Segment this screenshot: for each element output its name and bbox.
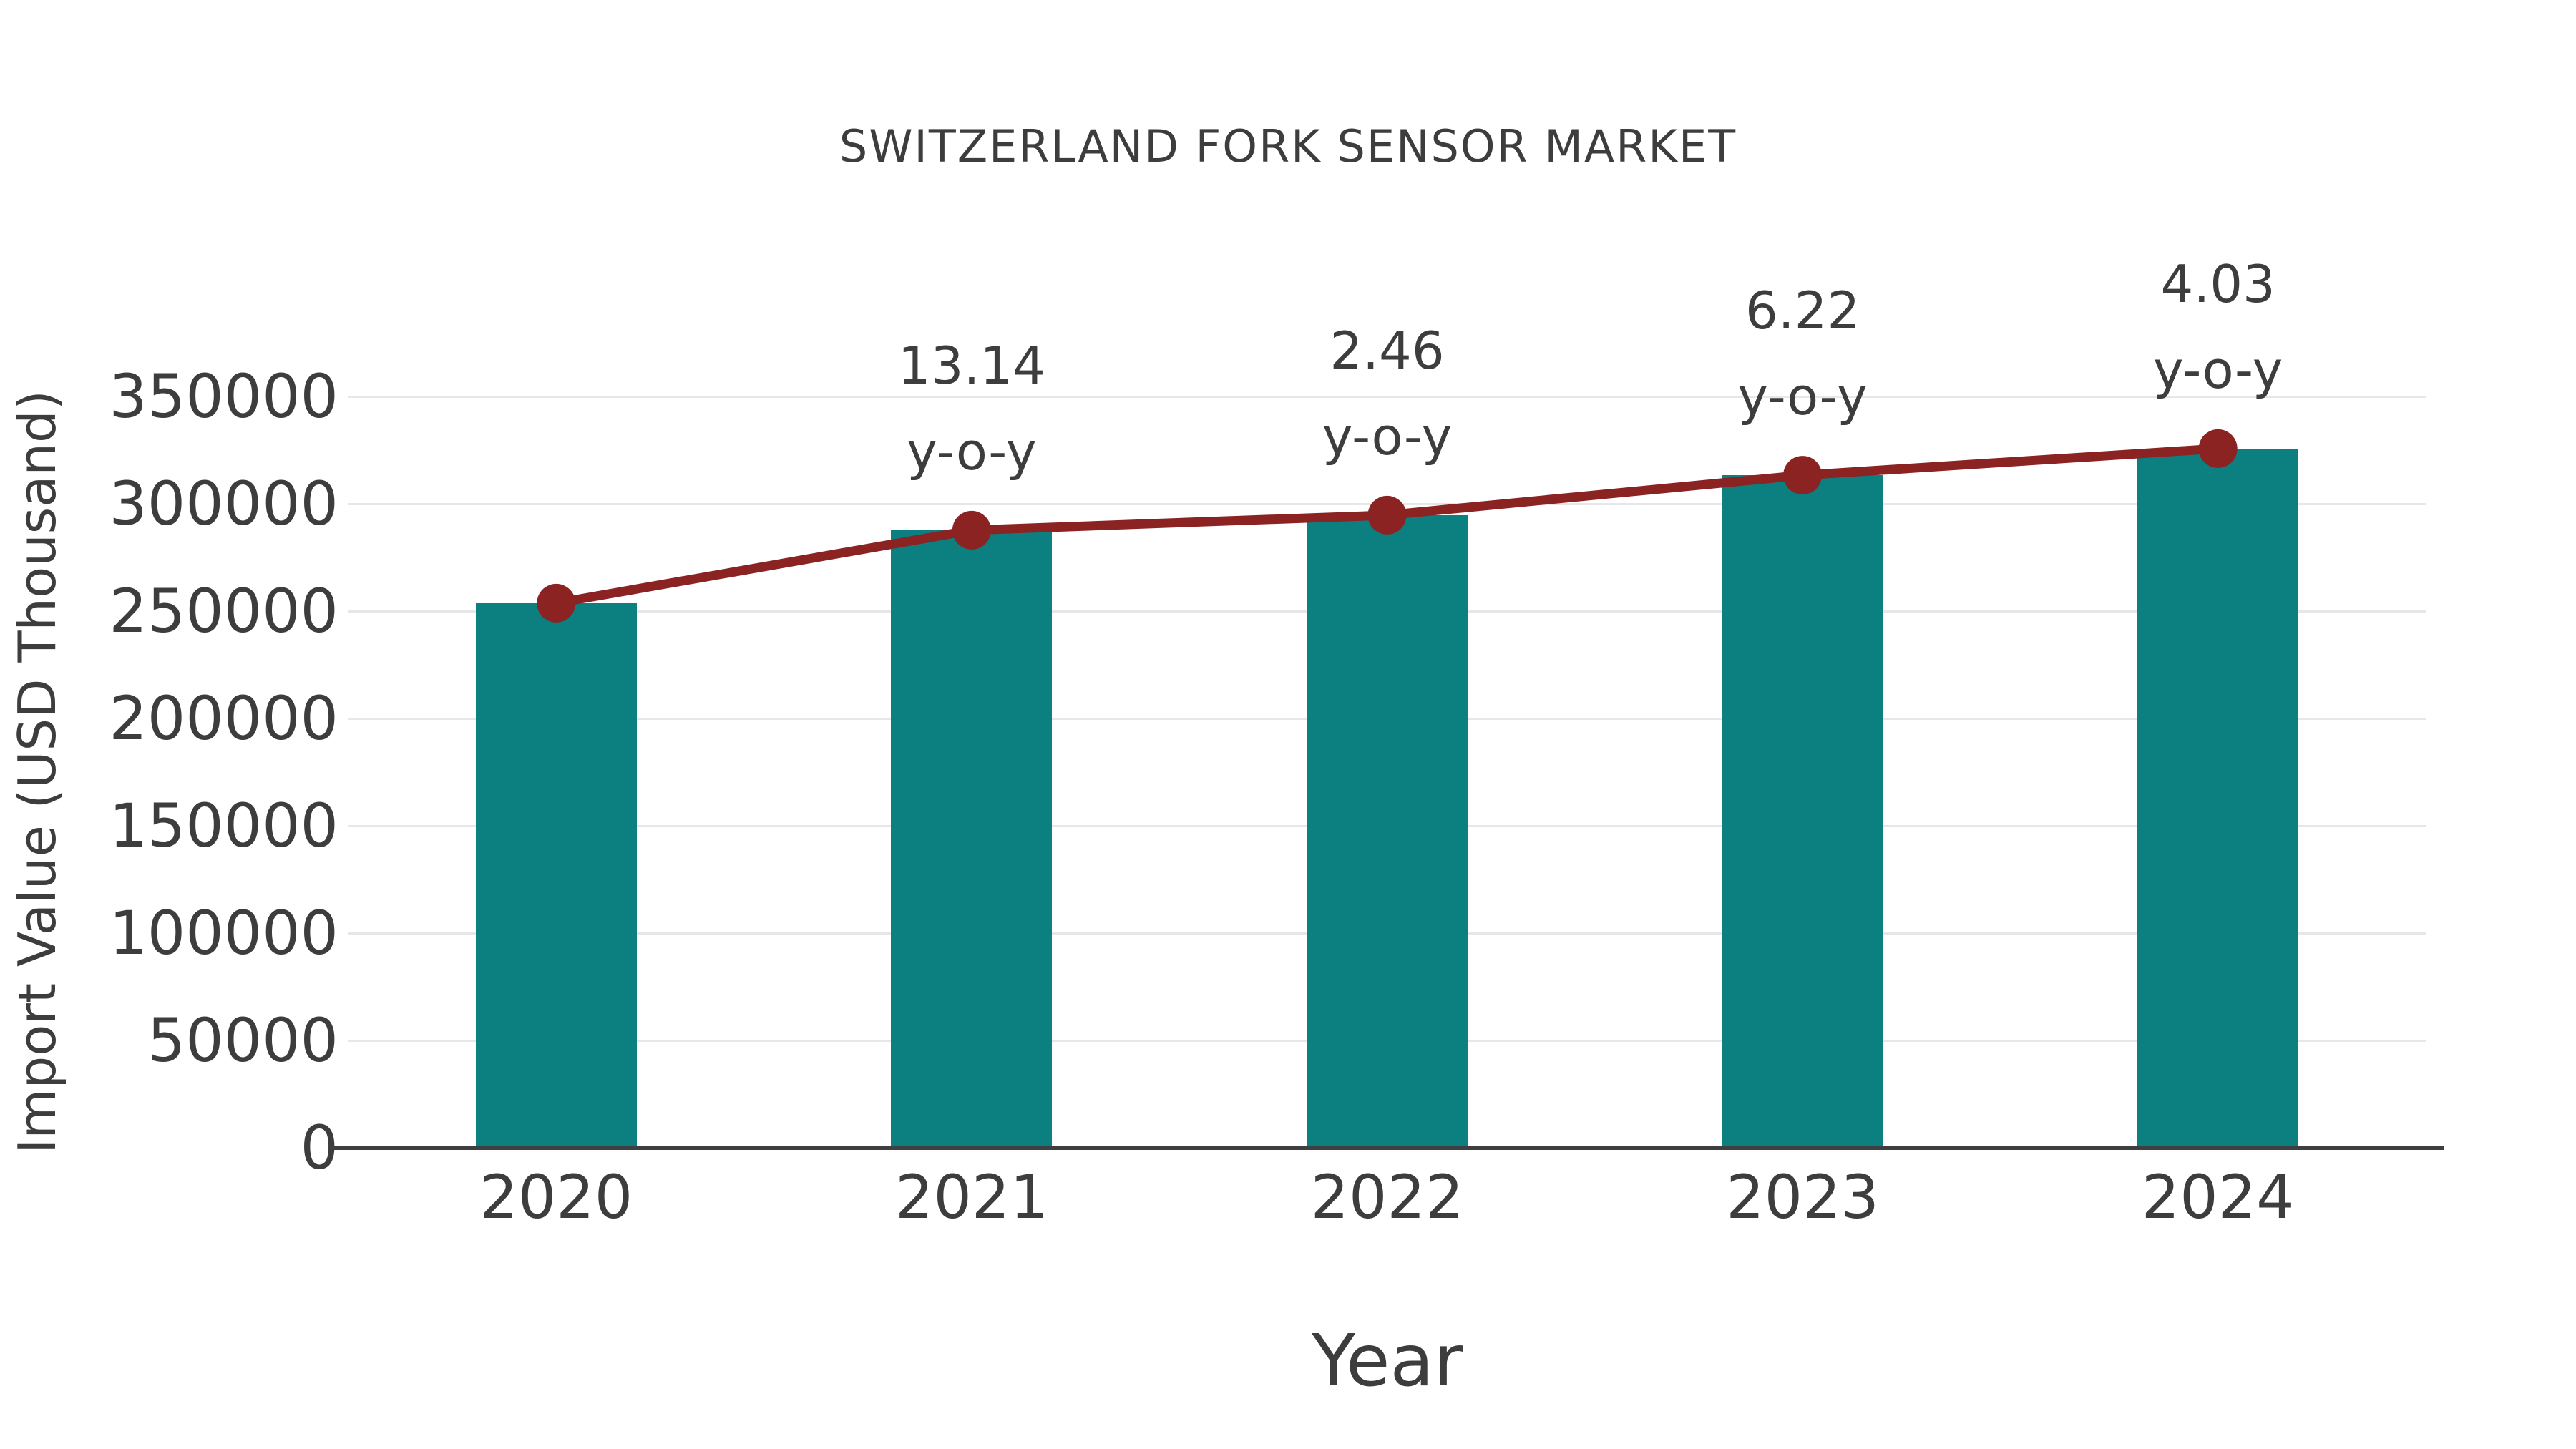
bar-2021	[891, 530, 1053, 1148]
y-tick-label-250000: 250000	[109, 576, 338, 646]
x-tick-label-2020: 2020	[479, 1162, 633, 1232]
y-tick-label-100000: 100000	[109, 898, 338, 968]
marker-2021	[952, 510, 991, 550]
x-axis-line	[328, 1146, 2444, 1150]
yoy-label-2024: 4.03 y-o-y	[2153, 253, 2283, 400]
chart-title: SWITZERLAND FORK SENSOR MARKET	[839, 120, 1737, 172]
y-tick-label-350000: 350000	[109, 361, 338, 431]
y-tick-label-300000: 300000	[109, 469, 338, 539]
x-tick-label-2024: 2024	[2141, 1162, 2295, 1232]
yoy-label-2023: 6.22 y-o-y	[1737, 280, 1868, 427]
x-axis-title: Year	[1312, 1319, 1463, 1402]
yoy-label-2022: 2.46 y-o-y	[1322, 320, 1453, 467]
y-tick-label-150000: 150000	[109, 791, 338, 861]
marker-2022	[1367, 495, 1407, 535]
marker-2023	[1783, 456, 1823, 495]
bar-2022	[1307, 514, 1468, 1148]
marker-2024	[2198, 429, 2238, 468]
x-tick-label-2023: 2023	[1726, 1162, 1879, 1232]
x-tick-label-2021: 2021	[895, 1162, 1048, 1232]
y-tick-label-200000: 200000	[109, 683, 338, 753]
marker-2020	[537, 583, 576, 623]
bar-2020	[475, 602, 637, 1148]
yoy-label-2021: 13.14 y-o-y	[897, 335, 1045, 482]
gridline-350000	[348, 395, 2426, 398]
bar-2024	[2137, 448, 2299, 1148]
x-tick-label-2022: 2022	[1310, 1162, 1464, 1232]
y-tick-label-50000: 50000	[147, 1005, 338, 1075]
bar-2023	[1722, 475, 1883, 1148]
